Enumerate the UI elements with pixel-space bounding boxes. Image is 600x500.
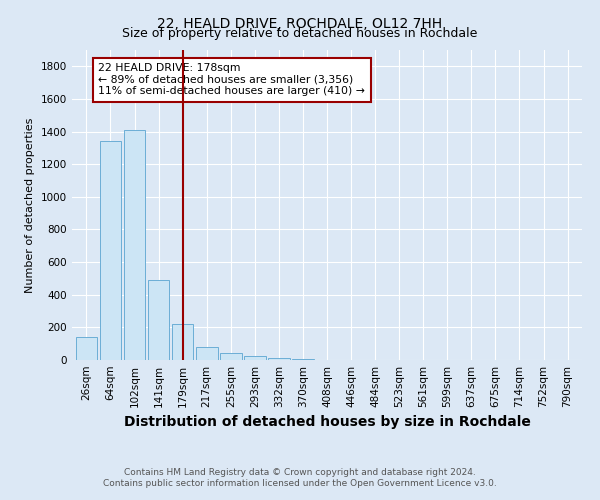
X-axis label: Distribution of detached houses by size in Rochdale: Distribution of detached houses by size … [124, 416, 530, 430]
Text: 22, HEALD DRIVE, ROCHDALE, OL12 7HH: 22, HEALD DRIVE, ROCHDALE, OL12 7HH [157, 18, 443, 32]
Text: Size of property relative to detached houses in Rochdale: Size of property relative to detached ho… [122, 28, 478, 40]
Bar [292, 359, 314, 360]
Text: Contains HM Land Registry data © Crown copyright and database right 2024.
Contai: Contains HM Land Registry data © Crown c… [103, 468, 497, 487]
Bar [148, 280, 169, 360]
Y-axis label: Number of detached properties: Number of detached properties [25, 118, 35, 292]
Bar [100, 142, 121, 360]
Bar [220, 352, 242, 360]
Text: 22 HEALD DRIVE: 178sqm
← 89% of detached houses are smaller (3,356)
11% of semi-: 22 HEALD DRIVE: 178sqm ← 89% of detached… [98, 63, 365, 96]
Bar [124, 130, 145, 360]
Bar [244, 356, 266, 360]
Bar [268, 358, 290, 360]
Bar [76, 337, 97, 360]
Bar [172, 324, 193, 360]
Bar [196, 347, 218, 360]
